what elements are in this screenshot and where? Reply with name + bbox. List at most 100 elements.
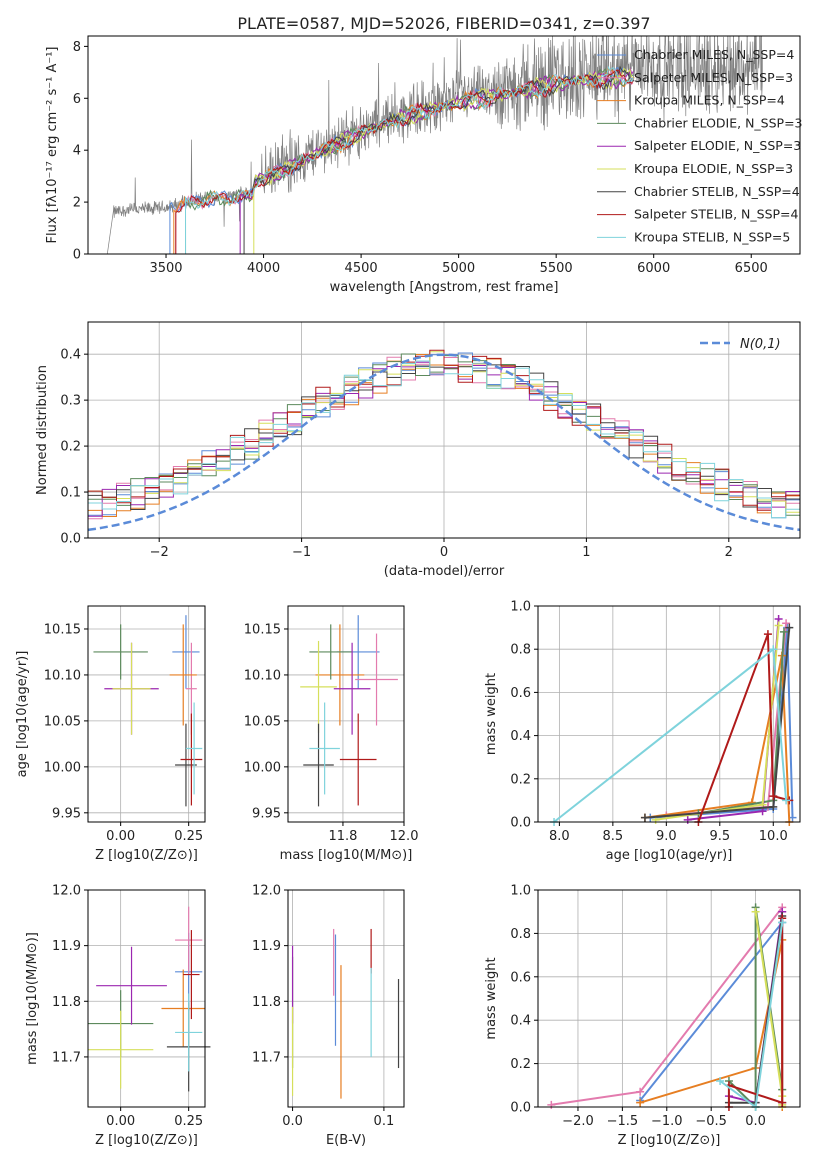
y-tick-label: 0.8 <box>510 927 531 942</box>
mass-vs-metallicity-panel: 0.00 0.25 11.7 11.8 11.9 12.0 Z [log10(Z/Z⊙)] m… <box>25 884 211 1148</box>
mass-weight-marker <box>782 619 791 628</box>
residual-histogram-9 <box>88 360 800 524</box>
x-tick-label: −0.5 <box>695 1114 727 1129</box>
y-tick-label: 10.15 <box>244 622 281 637</box>
y-tick-label: 0.4 <box>60 348 81 363</box>
mass-weight-marker <box>769 792 778 801</box>
x-tick-label: 6500 <box>735 261 768 276</box>
y-tick-label: 10.10 <box>44 668 81 683</box>
x-tick-label: 0.0 <box>745 1114 766 1129</box>
axes-frame <box>537 605 801 823</box>
y-axis-label: mass weight <box>484 957 499 1039</box>
y-tick-label: 9.95 <box>52 806 81 821</box>
y-tick-label: 0 <box>73 248 81 263</box>
mass-weight-line <box>727 918 784 1107</box>
legend-label: Kroupa ELODIE, N_SSP=3 <box>634 161 793 176</box>
x-tick-label: 0 <box>440 545 448 560</box>
x-axis-label: wavelength [Angstrom, rest frame] <box>330 280 559 295</box>
model-spectrum-line <box>175 69 634 254</box>
x-tick-label: 0.00 <box>106 1114 135 1129</box>
x-axis-label: Z [log10(Z/Z⊙)] <box>618 1133 721 1148</box>
axes-frame <box>87 605 206 823</box>
y-tick-label: 0.0 <box>60 532 81 547</box>
mass-weight-vs-metallicity-panel: −2.0 −1.5 −1.0 −0.5 0.0 0.0 0.2 0.4 0.6 0.8 1.0 Z [… <box>484 884 801 1148</box>
x-tick-label: 0.25 <box>174 829 203 844</box>
x-tick-label: 8.0 <box>549 829 570 844</box>
mass-weight-marker <box>769 802 778 811</box>
y-axis-label: mass weight <box>484 673 499 755</box>
y-axis-label: Flux [fλ10⁻¹⁷ erg cm⁻² s⁻¹ A⁻¹] <box>45 47 60 244</box>
mass-weight-marker <box>774 621 783 630</box>
x-tick-label: 9.0 <box>656 829 677 844</box>
x-tick-label: 4500 <box>345 261 378 276</box>
x-tick-label: −2 <box>150 545 169 560</box>
age-vs-metallicity-panel: 0.00 0.25 9.95 10.00 10.05 10.10 10.15 Z [log10… <box>15 605 206 863</box>
x-axis-label: Z [log10(Z/Z⊙)] <box>95 848 198 863</box>
axes-frame <box>287 889 405 1108</box>
mass-weight-marker <box>779 627 788 636</box>
x-tick-label: 2 <box>725 545 733 560</box>
y-tick-label: 0.2 <box>510 772 531 787</box>
x-tick-label: 5000 <box>442 261 475 276</box>
y-tick-label: 8 <box>73 40 81 55</box>
y-tick-label: 0.6 <box>510 970 531 985</box>
mass-weight-marker <box>782 796 791 805</box>
mass-weight-marker <box>769 645 778 654</box>
mass-weight-marker <box>683 815 692 824</box>
legend-label: Kroupa MILES, N_SSP=4 <box>634 93 785 108</box>
figure-title: PLATE=0587, MJD=52026, FIBERID=0341, z=0… <box>237 14 650 33</box>
y-tick-label: 1.0 <box>510 884 531 899</box>
y-tick-label: 0.6 <box>510 686 531 701</box>
x-tick-label: 1 <box>582 545 590 560</box>
x-tick-label: 0.0 <box>282 1114 303 1129</box>
x-tick-label: 3500 <box>149 261 182 276</box>
mass-weight-marker <box>640 813 649 822</box>
y-axis-label: age [log10(age/yr)] <box>15 651 30 778</box>
y-tick-label: 1.0 <box>510 600 531 615</box>
residual-histogram-panel: −2 −1 0 1 2 0.0 0.1 0.2 0.3 0.4 (data-model)/error… <box>35 321 801 579</box>
model-spectrum-line <box>239 67 634 254</box>
legend-label: Salpeter STELIB, N_SSP=4 <box>634 207 799 222</box>
legend-label: Salpeter ELODIE, N_SSP=3 <box>634 138 801 153</box>
x-tick-label: 5500 <box>540 261 573 276</box>
x-axis-label: mass [log10(M/M⊙)] <box>280 848 413 863</box>
y-tick-label: 0.4 <box>510 729 531 744</box>
x-axis-label: Z [log10(Z/Z⊙)] <box>95 1133 198 1148</box>
legend-label: Chabrier STELIB, N_SSP=4 <box>634 184 800 199</box>
mass-weight-marker <box>751 907 760 916</box>
y-tick-label: 2 <box>73 196 81 211</box>
y-tick-label: 11.7 <box>252 1050 281 1065</box>
legend-label: Chabrier ELODIE, N_SSP=3 <box>634 115 803 130</box>
y-tick-label: 0.8 <box>510 643 531 658</box>
legend-label: Salpeter MILES, N_SSP=3 <box>634 70 793 85</box>
y-tick-label: 6 <box>73 92 81 107</box>
y-tick-label: 11.8 <box>252 995 281 1010</box>
x-tick-label: −1.0 <box>651 1114 683 1129</box>
mass-weight-marker <box>636 1087 645 1096</box>
y-tick-label: 0.4 <box>510 1014 531 1029</box>
x-tick-label: 10.0 <box>759 829 788 844</box>
x-tick-label: −1.5 <box>607 1114 639 1129</box>
y-tick-label: 0.2 <box>60 440 81 455</box>
mass-weight-marker <box>785 623 794 632</box>
y-axis-label: mass [log10(M/M⊙)] <box>25 932 40 1065</box>
y-tick-label: 12.0 <box>252 884 281 899</box>
mass-weight-marker <box>716 1076 725 1085</box>
x-axis-label: (data-model)/error <box>384 564 505 579</box>
x-tick-label: 6000 <box>637 261 670 276</box>
mass-weight-marker <box>547 1100 556 1109</box>
mass-weight-marker <box>636 1098 645 1107</box>
x-tick-label: −2.0 <box>562 1114 594 1129</box>
axes-frame <box>87 35 801 255</box>
y-tick-label: 10.05 <box>44 714 81 729</box>
y-axis-label: Normed distribution <box>35 365 50 495</box>
y-tick-label: 0.0 <box>510 816 531 831</box>
mass-weight-marker <box>763 630 772 639</box>
mass-weight-marker <box>778 1098 787 1107</box>
axes-frame <box>87 889 206 1108</box>
x-tick-label: −1 <box>292 545 311 560</box>
x-tick-label: 0.25 <box>174 1114 203 1129</box>
axes-frame <box>87 321 801 539</box>
y-tick-label: 10.15 <box>44 622 81 637</box>
